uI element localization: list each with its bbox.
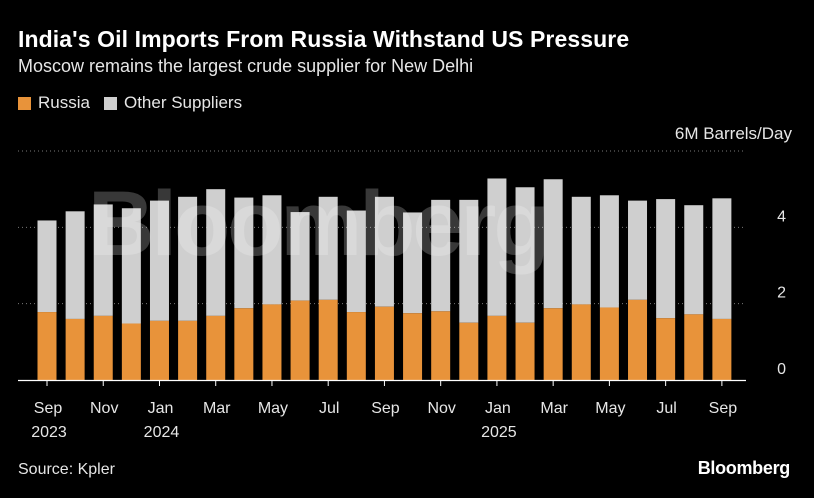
y-tick-label: 0 <box>777 361 786 378</box>
source-note: Source: Kpler <box>18 461 115 478</box>
x-tick-label-month: May <box>595 400 625 417</box>
x-tick-label-year: 2025 <box>481 424 517 441</box>
bar-russia <box>149 320 169 380</box>
x-tick-label-month: Nov <box>427 400 455 417</box>
bar-russia <box>712 318 732 380</box>
legend-item-other: Other Suppliers <box>103 93 243 113</box>
bar-russia <box>515 322 535 380</box>
bar-russia <box>93 315 113 380</box>
legend-item-russia: Russia <box>18 93 90 113</box>
bar-russia <box>487 315 507 380</box>
bar-russia <box>403 313 423 380</box>
legend: Russia Other Suppliers <box>18 93 256 113</box>
bar-other-suppliers <box>543 179 563 309</box>
x-tick-label-year: 2023 <box>31 424 67 441</box>
bar-russia <box>206 315 226 380</box>
bar-russia <box>318 299 338 380</box>
x-tick-label-month: Jan <box>148 400 174 417</box>
legend-swatch-russia <box>18 96 31 110</box>
bar-russia <box>543 308 563 380</box>
bar-other-suppliers <box>403 212 423 314</box>
x-tick-label-month: Sep <box>709 400 738 417</box>
bar-russia <box>374 306 394 380</box>
bar-other-suppliers <box>599 195 619 308</box>
bar-russia <box>459 322 479 380</box>
bar-other-suppliers <box>712 198 732 319</box>
bar-other-suppliers <box>374 196 394 307</box>
x-tick-label-month: Jan <box>485 400 511 417</box>
bar-russia <box>262 304 282 380</box>
x-tick-label-month: Mar <box>540 400 568 417</box>
x-tick-label-month: Jul <box>656 400 676 417</box>
bar-other-suppliers <box>178 196 198 321</box>
bar-russia <box>431 311 451 380</box>
bar-russia <box>571 304 591 380</box>
bar-russia <box>234 308 254 380</box>
x-tick-label-month: Sep <box>34 400 63 417</box>
bar-other-suppliers <box>290 212 310 301</box>
bar-russia <box>599 307 619 380</box>
bar-other-suppliers <box>571 196 591 305</box>
bar-other-suppliers <box>37 220 57 313</box>
bar-russia <box>656 318 676 380</box>
x-tick-label-month: May <box>258 400 288 417</box>
x-tick-label-month: Mar <box>203 400 231 417</box>
bar-russia <box>121 323 141 380</box>
bar-other-suppliers <box>121 208 141 324</box>
x-tick-label-month: Nov <box>90 400 118 417</box>
bar-other-suppliers <box>684 205 704 315</box>
bar-other-suppliers <box>149 200 169 321</box>
bar-other-suppliers <box>515 187 535 323</box>
bar-other-suppliers <box>628 200 648 300</box>
bar-russia <box>178 320 198 380</box>
bar-other-suppliers <box>318 196 338 300</box>
bloomberg-logo: Bloomberg <box>697 458 791 478</box>
bar-russia <box>65 318 85 380</box>
x-tick-label-month: Sep <box>371 400 400 417</box>
bar-other-suppliers <box>459 199 479 323</box>
chart-title: India's Oil Imports From Russia Withstan… <box>18 26 630 52</box>
x-tick-label-month: Jul <box>319 400 339 417</box>
bar-other-suppliers <box>65 211 85 319</box>
legend-swatch-other <box>103 96 117 110</box>
bar-other-suppliers <box>487 178 507 316</box>
bar-other-suppliers <box>656 199 676 319</box>
bar-russia <box>37 312 57 380</box>
bar-russia <box>346 312 366 380</box>
x-tick-label-year: 2024 <box>144 424 180 441</box>
bar-other-suppliers <box>234 197 254 309</box>
bar-russia <box>628 299 648 380</box>
chart-subtitle: Moscow remains the largest crude supplie… <box>18 56 474 76</box>
bar-russia <box>290 300 310 380</box>
bar-other-suppliers <box>262 195 282 305</box>
bar-other-suppliers <box>206 189 226 316</box>
bar-other-suppliers <box>346 210 366 313</box>
bar-other-suppliers <box>93 204 113 316</box>
y-axis-unit-label: 6M Barrels/Day <box>674 124 792 143</box>
y-tick-label: 4 <box>777 208 786 225</box>
y-tick-label: 2 <box>777 285 786 302</box>
bar-other-suppliers <box>431 199 451 312</box>
bar-russia <box>684 314 704 380</box>
legend-label-russia: Russia <box>38 93 90 112</box>
legend-label-other: Other Suppliers <box>123 93 243 112</box>
